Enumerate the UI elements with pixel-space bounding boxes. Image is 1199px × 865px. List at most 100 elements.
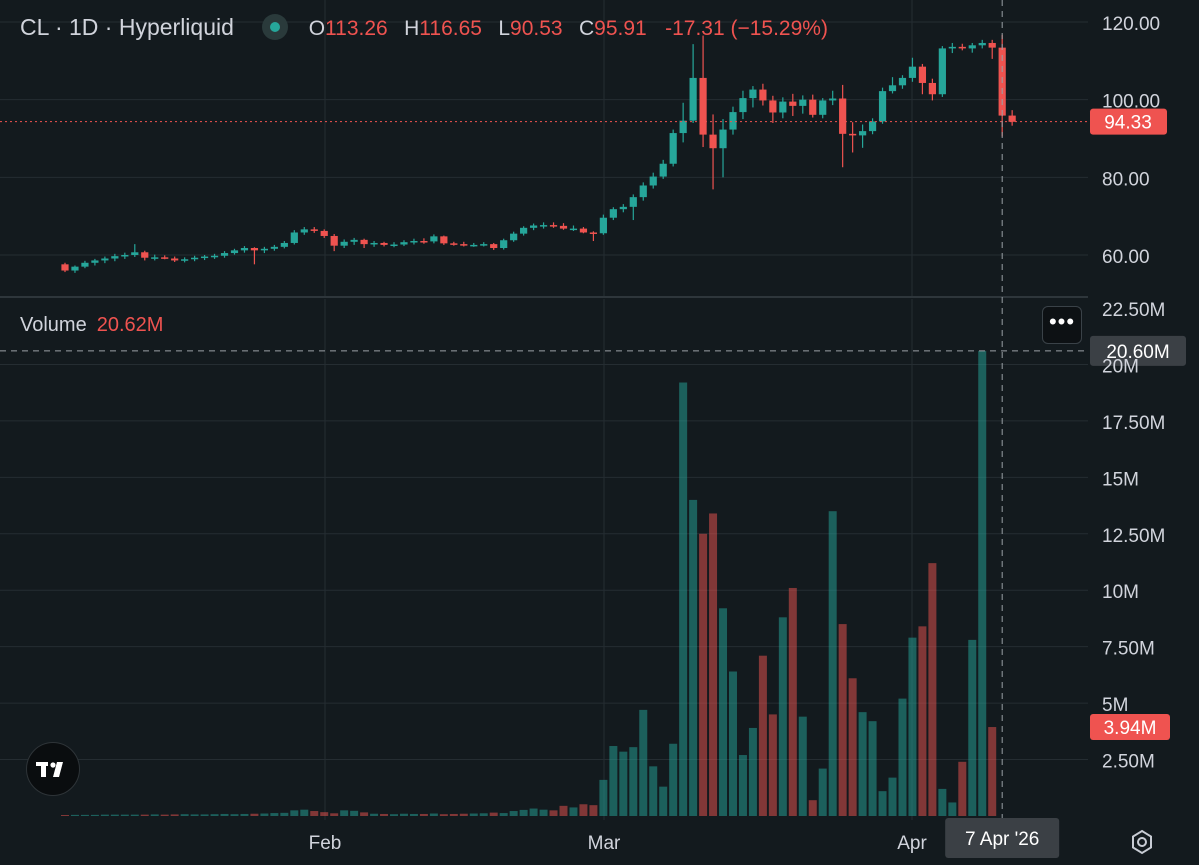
- volume-bar[interactable]: [130, 814, 139, 816]
- volume-bar[interactable]: [459, 813, 468, 816]
- volume-bar[interactable]: [270, 813, 279, 816]
- candle-body[interactable]: [230, 250, 239, 254]
- volume-bar[interactable]: [509, 811, 518, 816]
- volume-bar[interactable]: [808, 800, 817, 816]
- exchange-label[interactable]: Hyperliquid: [118, 14, 234, 40]
- volume-bar[interactable]: [110, 814, 119, 816]
- volume-bar[interactable]: [569, 807, 578, 816]
- candle-body[interactable]: [320, 230, 328, 236]
- volume-bar[interactable]: [928, 563, 937, 816]
- candle-body[interactable]: [978, 42, 986, 46]
- candle-body[interactable]: [868, 121, 877, 132]
- candle-body[interactable]: [679, 120, 687, 134]
- volume-bar[interactable]: [210, 814, 219, 816]
- volume-bar[interactable]: [280, 812, 289, 816]
- volume-bar[interactable]: [649, 766, 658, 816]
- candle-body[interactable]: [629, 197, 637, 207]
- candle-body[interactable]: [529, 225, 538, 228]
- candle-body[interactable]: [460, 244, 468, 246]
- candle-body[interactable]: [938, 48, 946, 95]
- candle-body[interactable]: [739, 98, 747, 113]
- candle-body[interactable]: [470, 244, 478, 247]
- volume-bar[interactable]: [948, 802, 957, 816]
- candle-body[interactable]: [131, 252, 139, 255]
- candle-body[interactable]: [101, 258, 109, 261]
- volume-bar[interactable]: [918, 626, 927, 816]
- volume-bar[interactable]: [290, 810, 299, 816]
- candle-body[interactable]: [430, 236, 438, 242]
- volume-bar[interactable]: [539, 809, 548, 816]
- volume-bar[interactable]: [190, 814, 199, 816]
- candle-body[interactable]: [619, 206, 627, 210]
- volume-bar[interactable]: [320, 812, 329, 816]
- volume-bar[interactable]: [958, 761, 967, 816]
- candle-body[interactable]: [330, 235, 338, 246]
- volume-bar[interactable]: [629, 747, 638, 816]
- volume-bar[interactable]: [390, 814, 399, 816]
- volume-bar[interactable]: [380, 813, 389, 816]
- candle-body[interactable]: [410, 241, 418, 243]
- candle-body[interactable]: [510, 233, 518, 241]
- volume-bar[interactable]: [370, 813, 379, 816]
- candle-body[interactable]: [300, 229, 308, 233]
- volume-bar[interactable]: [609, 746, 618, 816]
- candle-body[interactable]: [719, 129, 727, 149]
- candle-body[interactable]: [609, 209, 617, 218]
- volume-bar[interactable]: [80, 814, 89, 816]
- candle-body[interactable]: [769, 100, 777, 113]
- volume-bar[interactable]: [559, 805, 568, 816]
- volume-bar[interactable]: [968, 639, 977, 816]
- volume-bar[interactable]: [340, 810, 349, 816]
- candle-body[interactable]: [350, 239, 358, 242]
- volume-bar[interactable]: [898, 698, 907, 816]
- candle-body[interactable]: [500, 240, 508, 249]
- candle-body[interactable]: [709, 134, 717, 149]
- candle-body[interactable]: [400, 242, 408, 245]
- candle-body[interactable]: [559, 225, 568, 229]
- candle-body[interactable]: [520, 227, 528, 234]
- candle-body[interactable]: [290, 232, 298, 243]
- candle-body[interactable]: [968, 45, 976, 49]
- candle-body[interactable]: [270, 246, 278, 249]
- volume-bar[interactable]: [499, 813, 508, 816]
- volume-bar[interactable]: [748, 727, 757, 816]
- candle-body[interactable]: [380, 242, 388, 245]
- volume-legend[interactable]: Volume 20.62M: [20, 314, 163, 337]
- volume-bar[interactable]: [330, 813, 339, 816]
- volume-bar[interactable]: [429, 813, 438, 816]
- volume-bar[interactable]: [160, 814, 169, 816]
- volume-bar[interactable]: [988, 727, 997, 816]
- candle-body[interactable]: [669, 133, 677, 164]
- volume-bar[interactable]: [449, 813, 458, 816]
- candle-body[interactable]: [151, 257, 159, 259]
- volume-bar[interactable]: [758, 655, 767, 816]
- candle-body[interactable]: [958, 46, 966, 49]
- candle-body[interactable]: [878, 91, 887, 122]
- volume-bar[interactable]: [868, 721, 877, 816]
- volume-bar[interactable]: [250, 813, 259, 816]
- candle-body[interactable]: [480, 244, 488, 246]
- volume-bar[interactable]: [170, 814, 179, 816]
- volume-bar[interactable]: [479, 813, 488, 816]
- volume-bar[interactable]: [409, 813, 418, 816]
- volume-bar[interactable]: [689, 499, 698, 816]
- volume-bar[interactable]: [768, 714, 777, 816]
- candle-body[interactable]: [918, 66, 927, 83]
- candle-body[interactable]: [111, 256, 119, 259]
- candle-body[interactable]: [809, 99, 817, 115]
- candle-body[interactable]: [260, 248, 268, 251]
- volume-bar[interactable]: [549, 810, 558, 816]
- volume-bar[interactable]: [230, 814, 239, 816]
- candle-body[interactable]: [659, 163, 667, 177]
- volume-bar[interactable]: [738, 755, 747, 816]
- volume-bar[interactable]: [399, 813, 408, 816]
- volume-bar[interactable]: [659, 786, 668, 816]
- candle-body[interactable]: [888, 85, 897, 92]
- volume-bar[interactable]: [260, 813, 269, 816]
- volume-bar[interactable]: [180, 814, 189, 816]
- volume-bar[interactable]: [619, 751, 628, 816]
- volume-bar[interactable]: [529, 808, 538, 816]
- more-dots-icon[interactable]: •••: [1042, 306, 1082, 344]
- volume-bar[interactable]: [828, 511, 837, 816]
